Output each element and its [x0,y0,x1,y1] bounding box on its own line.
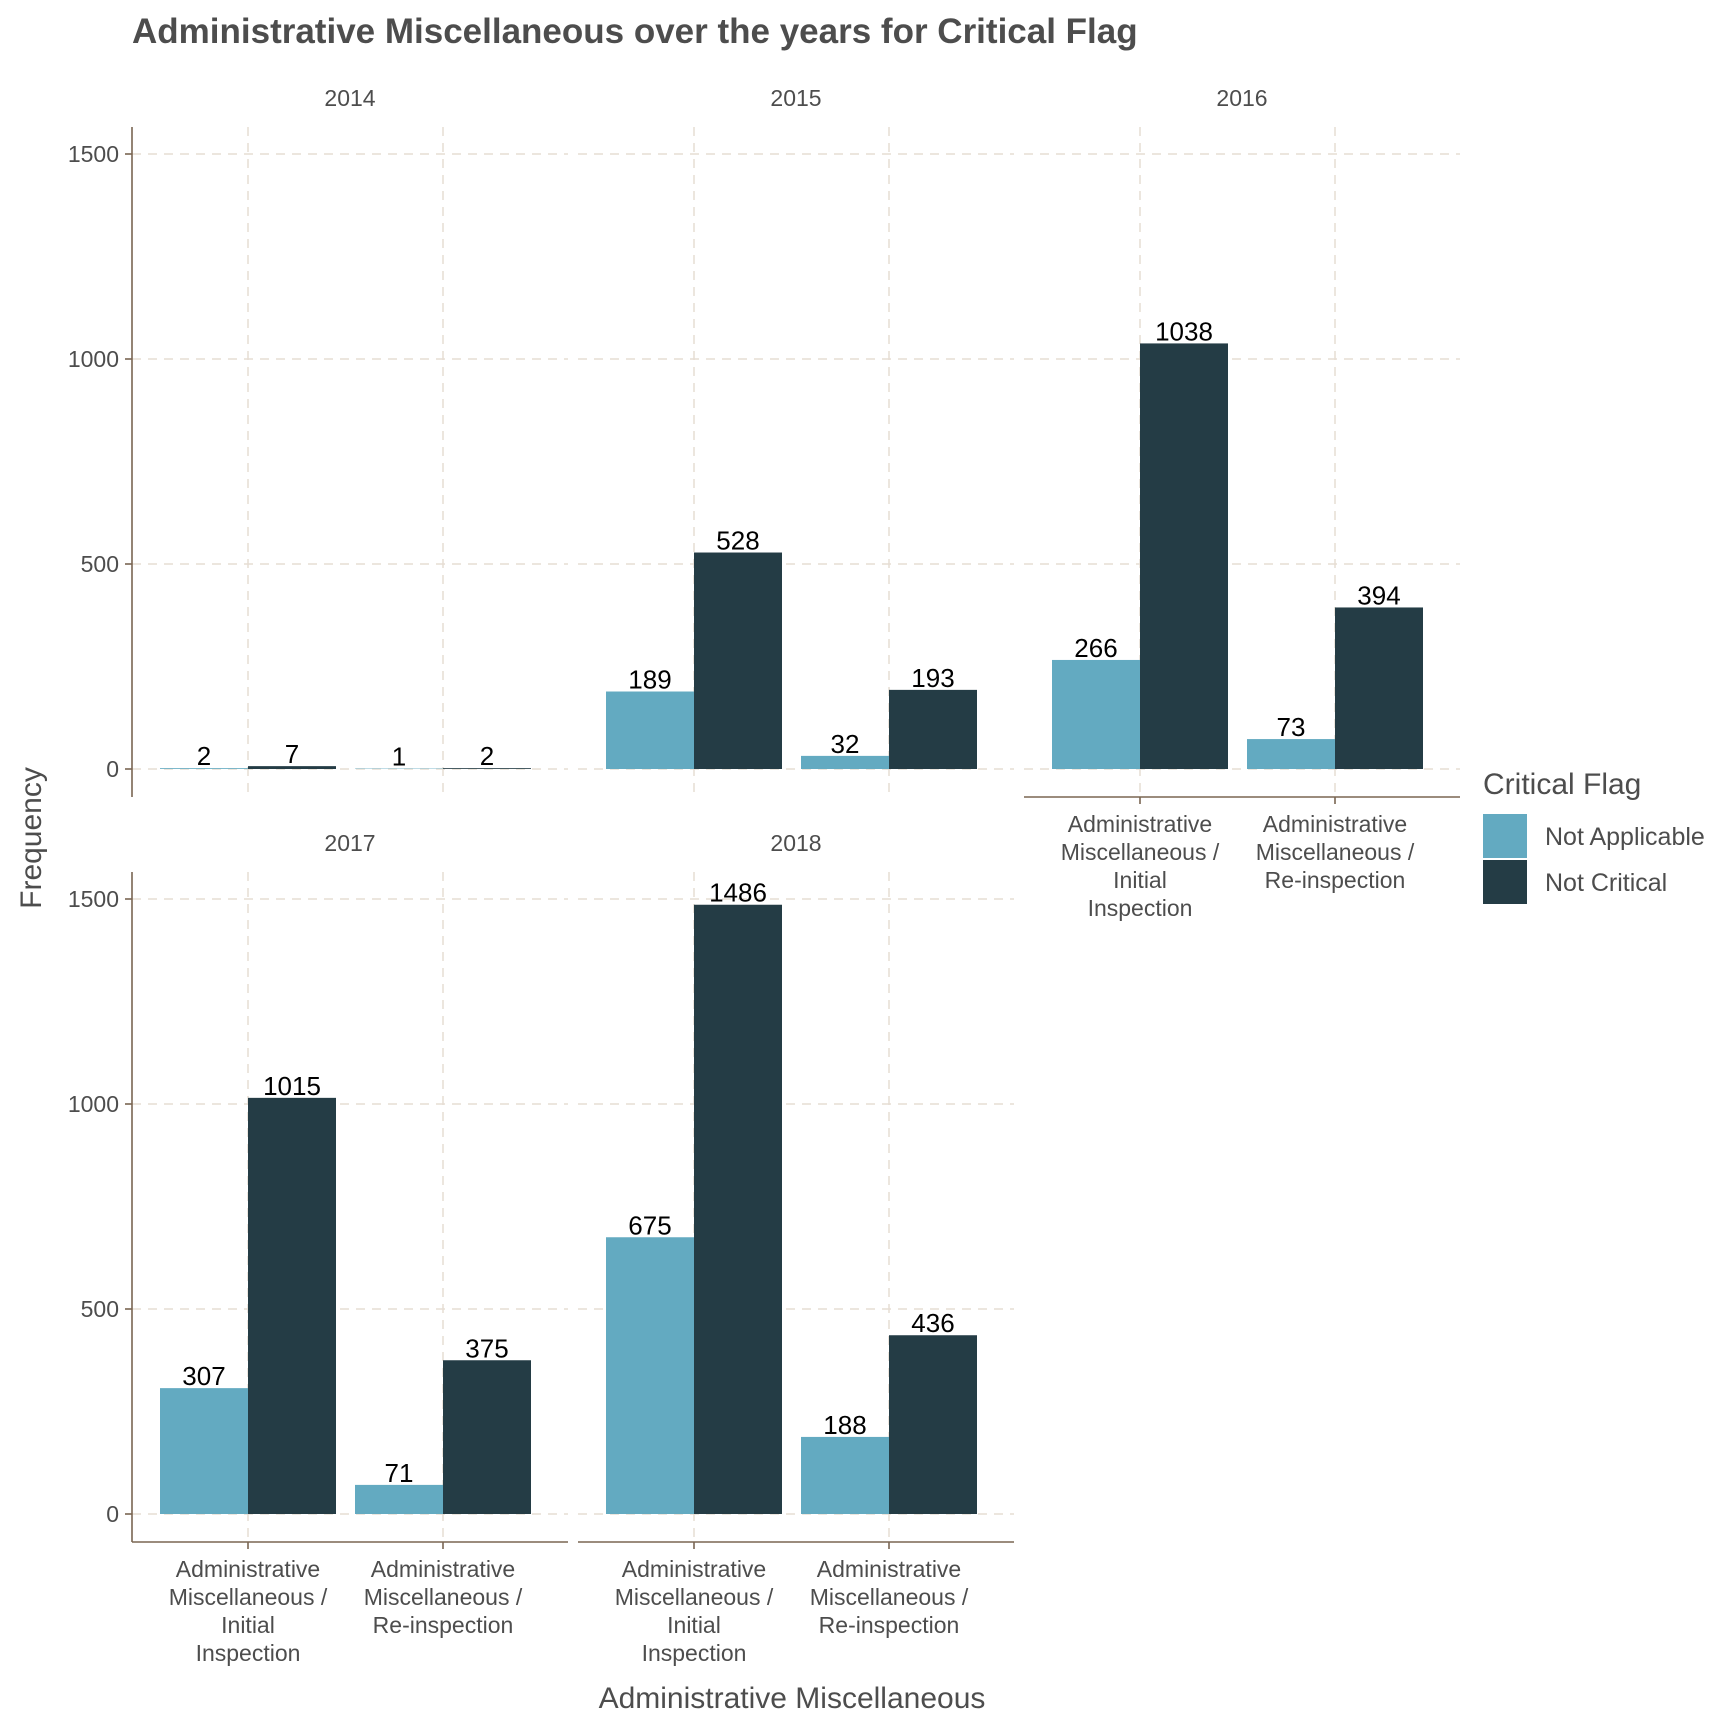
legend-title: Critical Flag [1483,768,1641,801]
data-label: 1038 [1155,316,1213,346]
bar-2015-reinspection-not-critical [889,690,977,769]
y-tick-label: 1500 [68,886,119,912]
data-label: 307 [182,1361,225,1391]
bar-2017-initial-not-critical [248,1098,336,1514]
data-label: 32 [831,729,860,759]
data-label: 188 [823,1410,866,1440]
chart-title: Administrative Miscellaneous over the ye… [132,12,1138,51]
y-tick-label: 0 [106,1501,119,1527]
y-tick-label: 1500 [68,141,119,167]
data-label: 528 [716,526,759,556]
bar-2018-initial-not-critical [694,905,782,1514]
facet-label-2014: 2014 [324,85,375,111]
facet-label-2016: 2016 [1216,85,1267,111]
data-label: 1486 [709,878,767,908]
bar-2015-initial-not-applicable [606,692,694,769]
y-axis-title: Frequency [15,767,48,909]
data-label: 1015 [263,1071,321,1101]
bar-2016-reinspection-not-applicable [1247,739,1335,769]
facet-panel-2015: 2015 189 528 32 193 [578,85,1014,797]
y-tick-label: 500 [81,551,119,577]
data-label: 436 [911,1308,954,1338]
legend-label-not-critical: Not Critical [1545,869,1667,897]
legend-label-not-applicable: Not Applicable [1545,823,1705,851]
facet-label-2017: 2017 [324,830,375,856]
bar-2018-initial-not-applicable [606,1237,694,1514]
bar-2016-initial-not-critical [1140,343,1228,769]
bar-2015-initial-not-critical [694,553,782,769]
data-label: 2 [480,741,494,771]
legend-items: Not Applicable Not Critical [1483,814,1705,904]
data-label: 2 [197,741,211,771]
data-label: 1 [392,742,406,772]
facet-label-2018: 2018 [770,830,821,856]
y-tick-label: 500 [81,1296,119,1322]
legend-swatch-not-applicable [1483,814,1527,858]
bar-2016-initial-not-applicable [1052,660,1140,769]
bar-2016-reinspection-not-critical [1335,607,1423,769]
bar-2017-reinspection-not-applicable [355,1485,443,1514]
data-label: 73 [1277,712,1306,742]
y-tick-label: 0 [106,756,119,782]
data-label: 266 [1074,633,1117,663]
legend: Critical Flag Not Applicable Not Critical [1483,768,1705,904]
y-tick-label: 1000 [68,346,119,372]
bar-2017-initial-not-applicable [160,1388,248,1514]
data-label: 189 [628,665,671,695]
data-label: 675 [628,1210,671,1240]
bar-2017-reinspection-not-critical [443,1360,531,1514]
data-label: 394 [1357,580,1400,610]
facet-panel-2017: 2017 307 1015 71 375 0 500 1000 1500 Administrati… [68,830,568,1666]
facet-label-2015: 2015 [770,85,821,111]
bar-2018-reinspection-not-critical [889,1335,977,1514]
data-label: 375 [465,1333,508,1363]
data-label: 71 [385,1458,414,1488]
y-tick-label: 1000 [68,1091,119,1117]
bar-2018-reinspection-not-applicable [801,1437,889,1514]
data-label: 193 [911,663,954,693]
data-label: 7 [285,739,299,769]
x-axis-title: Administrative Miscellaneous [599,1682,986,1715]
legend-swatch-not-critical [1483,860,1527,904]
